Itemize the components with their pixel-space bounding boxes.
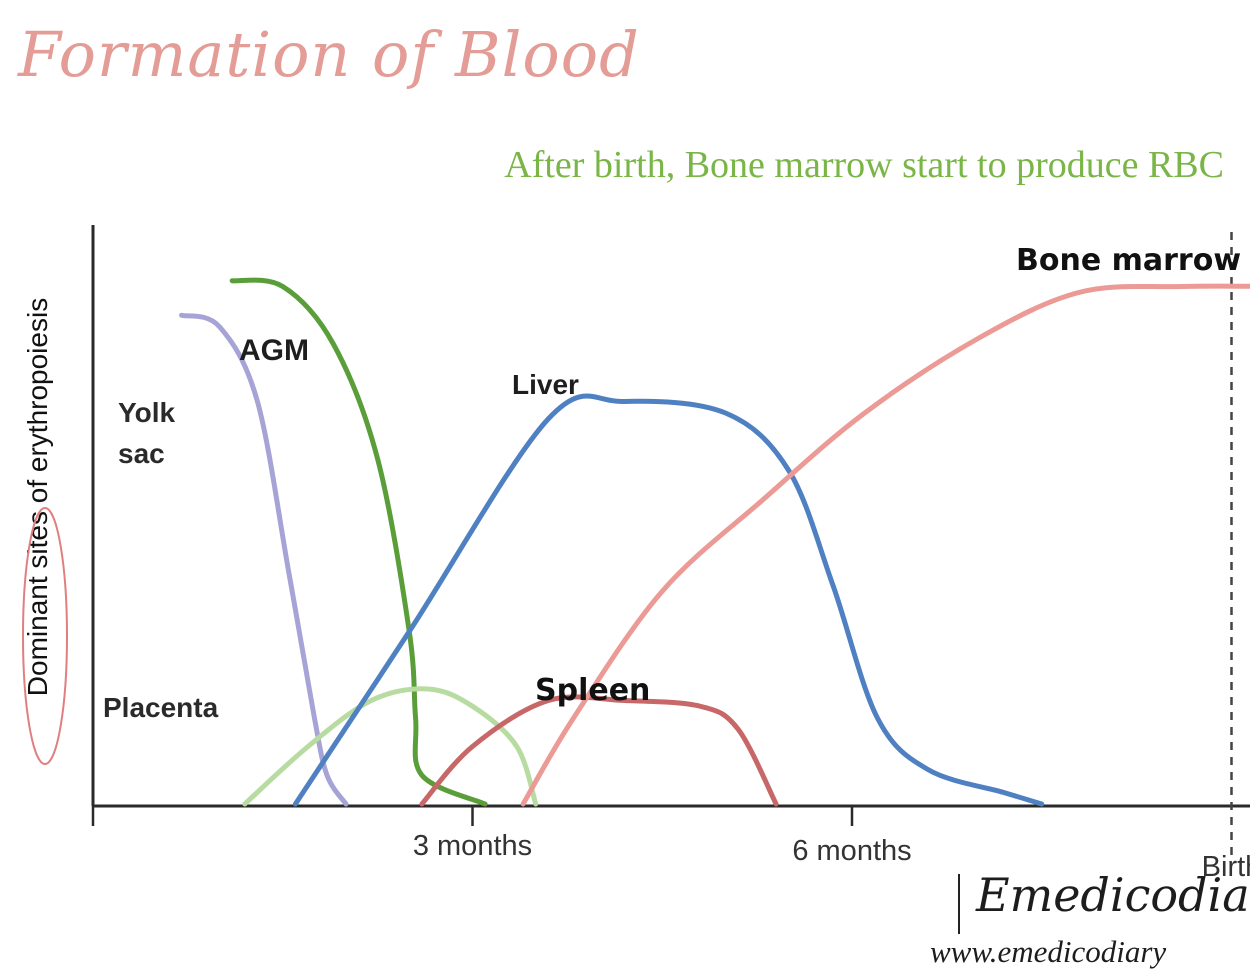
series-label-spleen: Spleen [535, 673, 650, 708]
highlight-circle [22, 507, 68, 765]
chart-subtitle: After birth, Bone marrow start to produc… [504, 144, 1224, 186]
brand-divider [958, 874, 960, 934]
x-tick-label: Birth [1202, 851, 1250, 883]
brand-url: www.emedicodiary [930, 934, 1167, 969]
series-label-yolk-sac: Yolk [118, 397, 175, 428]
brand-name: Emedicodiary [976, 868, 1250, 922]
series-line-spleen [419, 694, 779, 807]
x-tick-label: 3 months [413, 830, 532, 862]
series-line-bone-marrow [520, 283, 1250, 807]
page-title: Formation of Blood [18, 18, 640, 91]
series-label-agm: AGM [239, 334, 309, 367]
series-labels: Yolk sac AGM Placenta Liver Spleen Bone marrow [103, 243, 1241, 723]
series-line-liver [292, 393, 1045, 807]
series-label-bone-marrow: Bone marrow [1016, 243, 1241, 278]
series-line-yolk-sac [179, 312, 349, 807]
x-tick-label: 6 months [792, 835, 911, 867]
brand-watermark: Emedicodiary www.emedicodiary [930, 868, 1250, 978]
y-axis-label: Dominant sites of erythropoiesis [22, 298, 53, 696]
series-label-yolk-sac: sac [118, 438, 165, 469]
series-line-agm [229, 277, 488, 807]
series-label-liver: Liver [512, 369, 579, 400]
series-label-placenta: Placenta [103, 692, 219, 723]
series-lines [179, 277, 1250, 807]
series-line-placenta [242, 686, 539, 807]
